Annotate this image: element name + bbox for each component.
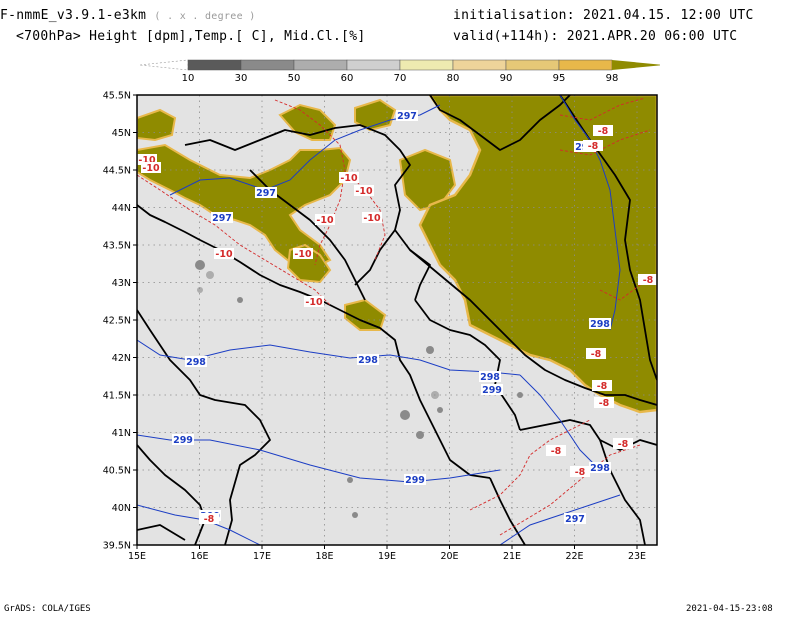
height-label: 297 [565, 514, 585, 525]
height-label: 298 [186, 357, 206, 368]
temperature-contours [137, 97, 657, 536]
lat-tick-label: 43N [112, 278, 131, 289]
colorbar-label: 95 [553, 73, 566, 84]
temperature-label: -8 [618, 439, 629, 450]
lon-tick-label: 16E [190, 551, 208, 562]
valid-time: valid(+114h): 2021.APR.20 06:00 UTC [453, 29, 738, 44]
projection-note: ( . x . degree ) [154, 11, 256, 22]
footer-right: 2021-04-15-23:08 [686, 604, 773, 614]
height-label: 299 [482, 385, 502, 396]
lat-tick-label: 44N [112, 203, 131, 214]
lat-tick-label: 39.5N [103, 541, 131, 552]
colorbar-label: 90 [500, 73, 513, 84]
lat-tick-label: 40N [112, 503, 131, 514]
temperature-label: -10 [138, 155, 156, 166]
colorbar-boxes [140, 59, 660, 71]
temperature-label: -8 [588, 141, 599, 152]
height-label: 298 [590, 463, 610, 474]
temperature-labels: -10-10-10-10-10-10 -10-10-10-8-8-8-8-8-8-… [137, 125, 658, 525]
lon-tick-label: 23E [628, 551, 646, 562]
height-label: 299 [405, 475, 425, 486]
colorbar-label: 30 [235, 73, 248, 84]
fields-title: <700hPa> Height [dpm],Temp.[ C], Mid.Cl.… [16, 29, 366, 44]
temperature-label: -10 [316, 215, 334, 226]
init-time: initialisation: 2021.04.15. 12:00 UTC [453, 8, 754, 23]
colorbar: 10 30 50 60 70 80 90 95 98 [140, 59, 660, 84]
colorbar-label: 50 [288, 73, 301, 84]
colorbar-high-arrow [612, 60, 660, 70]
height-label: 298 [358, 355, 378, 366]
lon-tick-label: 15E [128, 551, 146, 562]
colorbar-label: 70 [394, 73, 407, 84]
lat-tick-label: 41N [112, 428, 131, 439]
temperature-label: -10 [142, 163, 160, 174]
lat-tick-label: 42N [112, 353, 131, 364]
temperature-label: -8 [575, 467, 586, 478]
lat-tick-label: 43.5N [103, 241, 131, 252]
lat-tick-label: 45.5N [103, 91, 131, 102]
colorbar-label: 98 [606, 73, 619, 84]
colorbar-labels: 10 30 50 60 70 80 90 95 98 [182, 73, 619, 84]
height-label: 297 [256, 188, 276, 199]
lon-tick-label: 21E [503, 551, 521, 562]
lon-tick-label: 22E [565, 551, 583, 562]
mid-cloud-layer [137, 95, 657, 518]
lon-tick-label: 18E [315, 551, 333, 562]
height-label: 298 [480, 372, 500, 383]
colorbar-label: 10 [182, 73, 195, 84]
lon-tick-label: 17E [253, 551, 271, 562]
axis-ticks: 45.5N 45N 44.5N 44N 43.5N 43N 42.5N 42N 41.5N 41N… [103, 91, 646, 563]
temperature-label: -10 [305, 297, 323, 308]
lat-tick-label: 42.5N [103, 316, 131, 327]
temperature-label: -8 [599, 398, 610, 409]
temperature-label: -10 [363, 213, 381, 224]
temperature-label: -10 [340, 173, 358, 184]
lon-tick-label: 19E [378, 551, 396, 562]
lon-tick-label: 20E [440, 551, 458, 562]
temperature-label: -8 [598, 126, 609, 137]
temperature-label: -8 [597, 381, 608, 392]
lat-tick-label: 44.5N [103, 166, 131, 177]
model-title: F-nmmE_v3.9.1-e3km ( . x . degree ) [0, 8, 256, 23]
temperature-label: -8 [551, 446, 562, 457]
lat-tick-label: 41.5N [103, 391, 131, 402]
height-label: 299 [173, 435, 193, 446]
temperature-label: -8 [591, 349, 602, 360]
lat-tick-label: 40.5N [103, 466, 131, 477]
lat-tick-label: 45N [112, 128, 131, 139]
height-label: 298 [590, 319, 610, 330]
colorbar-label: 60 [341, 73, 354, 84]
footer-left: GrADS: COLA/IGES [4, 604, 91, 614]
height-label: 297 [212, 213, 232, 224]
temperature-label: -10 [355, 186, 373, 197]
height-label: 297 [397, 111, 417, 122]
temperature-label: -8 [204, 514, 215, 525]
temperature-label: -10 [215, 249, 233, 260]
colorbar-label: 80 [447, 73, 460, 84]
temperature-label: -8 [643, 275, 654, 286]
temperature-label: -10 [294, 249, 312, 260]
